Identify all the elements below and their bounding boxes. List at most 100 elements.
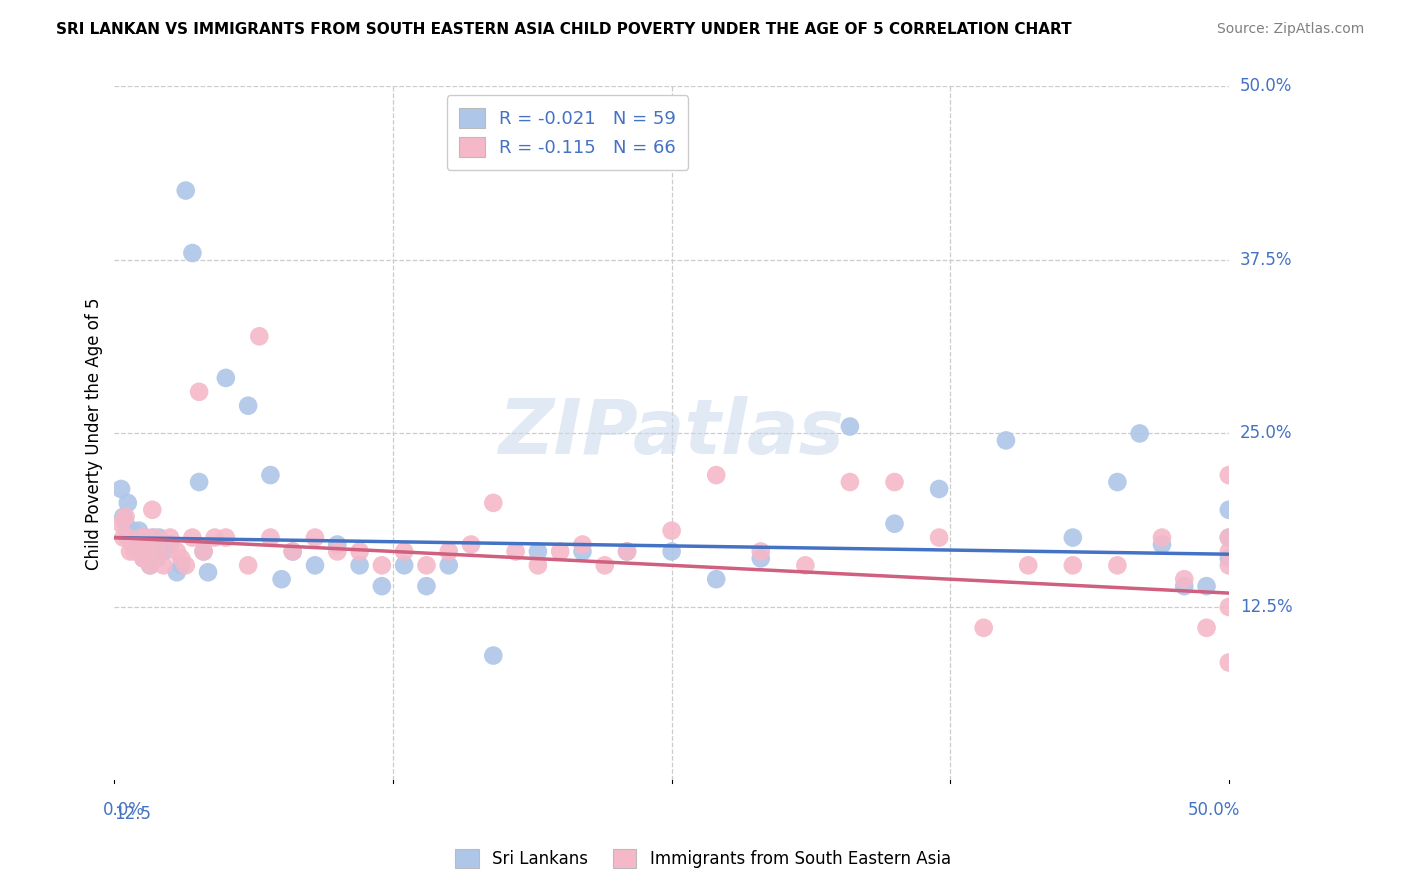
Point xyxy=(129,531,152,545)
Point xyxy=(215,371,238,385)
Point xyxy=(170,558,193,573)
Point xyxy=(215,531,238,545)
Point xyxy=(326,544,349,558)
Point xyxy=(973,621,995,635)
Point xyxy=(143,544,166,558)
Legend: Sri Lankans, Immigrants from South Eastern Asia: Sri Lankans, Immigrants from South Easte… xyxy=(449,843,957,875)
Point xyxy=(166,544,188,558)
Point xyxy=(174,558,197,573)
Point xyxy=(152,544,174,558)
Point xyxy=(152,558,174,573)
Point xyxy=(204,531,226,545)
Point xyxy=(148,531,170,545)
Text: 25.0%: 25.0% xyxy=(1240,425,1292,442)
Point xyxy=(1150,537,1173,551)
Point xyxy=(1150,531,1173,545)
Point xyxy=(170,551,193,566)
Point xyxy=(593,558,616,573)
Point xyxy=(141,531,163,545)
Point xyxy=(128,544,150,558)
Point xyxy=(415,579,437,593)
Point xyxy=(281,544,304,558)
Point xyxy=(114,516,136,531)
Point xyxy=(136,544,159,558)
Point xyxy=(437,558,460,573)
Point xyxy=(1195,579,1218,593)
Point xyxy=(928,482,950,496)
Point xyxy=(270,572,292,586)
Point xyxy=(749,551,772,566)
Point xyxy=(482,648,505,663)
Point xyxy=(118,544,141,558)
Point xyxy=(145,551,167,566)
Legend: R = -0.021   N = 59, R = -0.115   N = 66: R = -0.021 N = 59, R = -0.115 N = 66 xyxy=(447,95,689,169)
Point xyxy=(125,537,148,551)
Point xyxy=(188,475,211,489)
Text: 12.5: 12.5 xyxy=(114,805,152,823)
Text: 12.5%: 12.5% xyxy=(1240,598,1292,616)
Point xyxy=(304,531,326,545)
Point xyxy=(371,579,394,593)
Point xyxy=(193,544,215,558)
Point xyxy=(132,551,155,566)
Point xyxy=(1173,572,1195,586)
Point xyxy=(883,475,905,489)
Point xyxy=(141,503,163,517)
Point xyxy=(1218,531,1240,545)
Point xyxy=(125,537,148,551)
Point xyxy=(1218,656,1240,670)
Point xyxy=(247,329,270,343)
Point xyxy=(704,468,727,483)
Point xyxy=(132,551,155,566)
Point xyxy=(749,544,772,558)
Point xyxy=(259,531,281,545)
Point xyxy=(704,572,727,586)
Point xyxy=(124,544,146,558)
Point xyxy=(1062,558,1084,573)
Point xyxy=(527,544,550,558)
Point xyxy=(304,558,326,573)
Point xyxy=(121,524,143,538)
Point xyxy=(181,246,204,260)
Point xyxy=(839,419,862,434)
Point xyxy=(124,537,146,551)
Point xyxy=(1218,503,1240,517)
Point xyxy=(121,537,143,551)
Point xyxy=(415,558,437,573)
Point xyxy=(1218,558,1240,573)
Point xyxy=(1218,544,1240,558)
Point xyxy=(117,531,139,545)
Point xyxy=(117,496,139,510)
Point xyxy=(505,544,527,558)
Point xyxy=(1218,551,1240,566)
Point xyxy=(112,531,135,545)
Text: Source: ZipAtlas.com: Source: ZipAtlas.com xyxy=(1216,22,1364,37)
Point xyxy=(883,516,905,531)
Point xyxy=(110,482,132,496)
Point xyxy=(1218,599,1240,614)
Point xyxy=(1107,475,1129,489)
Point xyxy=(174,184,197,198)
Text: ZIPatlas: ZIPatlas xyxy=(499,396,845,470)
Point xyxy=(259,468,281,483)
Point xyxy=(193,544,215,558)
Point xyxy=(994,434,1017,448)
Point xyxy=(1218,468,1240,483)
Point xyxy=(136,544,159,558)
Point xyxy=(143,531,166,545)
Point xyxy=(326,537,349,551)
Point xyxy=(110,516,132,531)
Point xyxy=(135,531,157,545)
Text: 37.5%: 37.5% xyxy=(1240,251,1292,269)
Point xyxy=(236,558,259,573)
Point xyxy=(135,531,157,545)
Point xyxy=(1173,579,1195,593)
Point xyxy=(616,544,638,558)
Point xyxy=(1017,558,1039,573)
Point xyxy=(188,384,211,399)
Text: 50.0%: 50.0% xyxy=(1240,78,1292,95)
Point xyxy=(1218,531,1240,545)
Point xyxy=(392,544,415,558)
Point xyxy=(371,558,394,573)
Point xyxy=(236,399,259,413)
